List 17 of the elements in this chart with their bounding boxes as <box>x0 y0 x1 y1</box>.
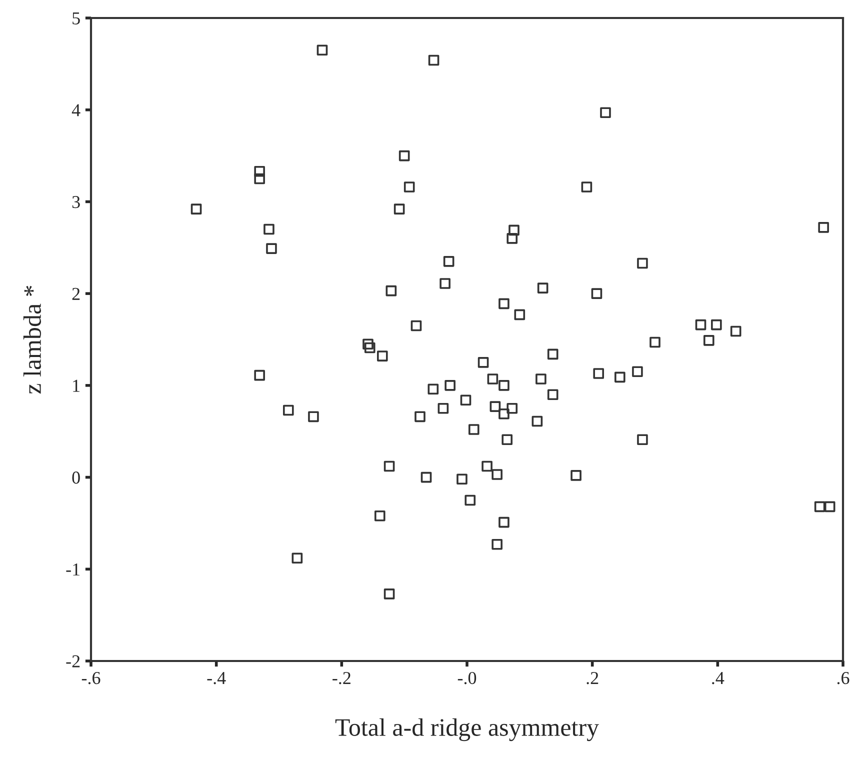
y-tick-label: 4 <box>72 104 80 116</box>
x-tick-label: -.0 <box>458 672 476 684</box>
y-tick-label: 1 <box>73 380 80 392</box>
x-tick-label: -.4 <box>207 672 226 684</box>
x-tick-label: .6 <box>837 672 850 684</box>
x-tick-label: -.2 <box>332 672 350 684</box>
y-tick-label: -2 <box>66 655 80 668</box>
y-tick-label: 0 <box>72 472 80 484</box>
x-tick-label: -.6 <box>82 672 100 684</box>
x-tick-label: .2 <box>586 672 598 684</box>
y-tick-label: -1 <box>66 563 80 576</box>
x-tick-label: .4 <box>712 672 724 684</box>
y-axis-title: z lambda * <box>23 286 42 394</box>
y-tick-label: 5 <box>72 12 80 24</box>
y-tick-label: 2 <box>72 288 80 300</box>
x-axis-title: Total a-d ridge asymmetry <box>335 718 599 742</box>
y-tick-label: 3 <box>72 196 80 208</box>
